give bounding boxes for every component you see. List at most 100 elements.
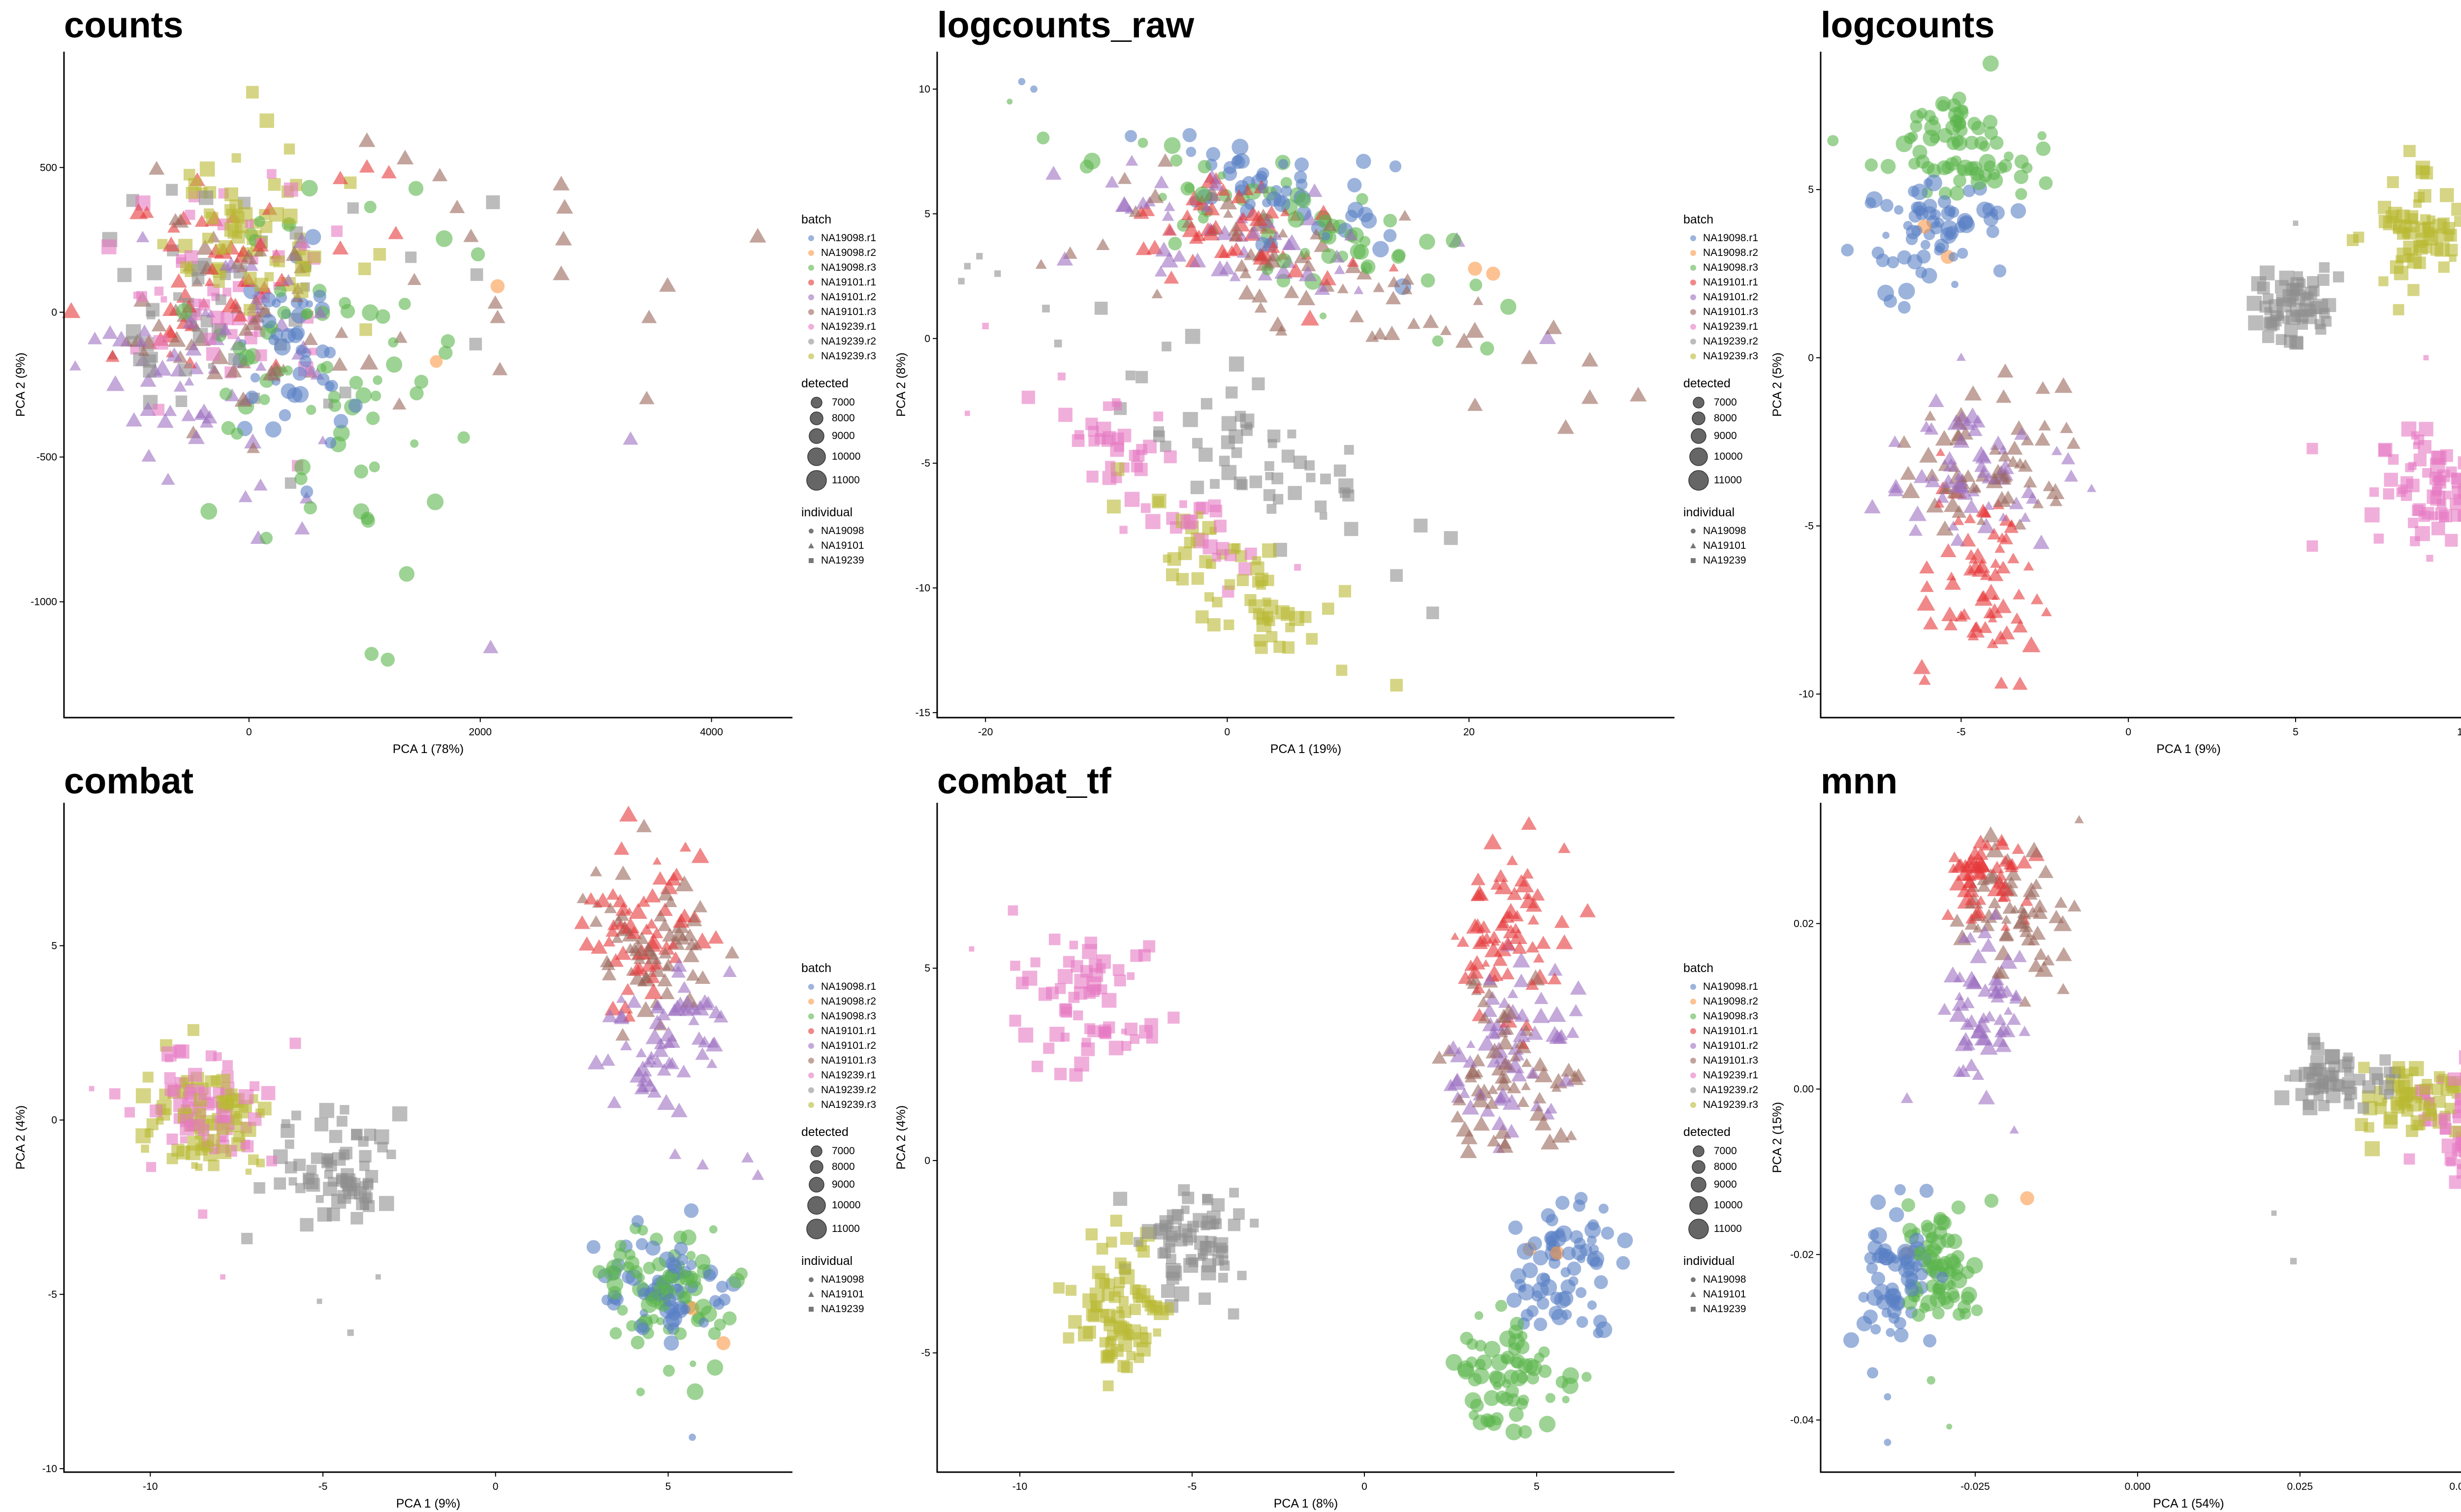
data-point [1519,892,1538,909]
legend-item-batch: NA19239.r3 [1683,349,1758,364]
data-point [252,237,269,252]
data-point [1257,167,1269,180]
data-point [1264,461,1274,471]
data-point [1508,1342,1521,1355]
data-point [1468,261,1483,276]
legend-label: 11000 [1714,474,1742,486]
data-point [438,346,453,360]
data-point [2262,331,2274,344]
data-point [170,273,187,288]
data-point [1384,325,1400,340]
data-point [1356,154,1371,169]
data-point [1200,202,1212,212]
data-point [1359,236,1371,247]
data-point [707,1037,720,1048]
data-point [1923,616,1938,630]
data-point [1096,238,1110,250]
data-point [300,1218,314,1232]
data-point [188,1068,202,1082]
data-point [325,1160,337,1171]
data-point [1466,1356,1478,1368]
legend-label: NA19101.r2 [1703,291,1759,303]
data-point [602,936,616,947]
data-point [2430,458,2445,473]
data-point [718,1293,731,1306]
data-point [1181,209,1194,220]
data-point [1164,137,1181,154]
data-point [1616,1256,1630,1270]
legend-item-individual: NA19101 [1683,1287,1758,1302]
data-point [1281,185,1293,197]
data-point [676,1254,689,1266]
data-point [135,336,148,347]
data-point [311,1152,323,1164]
data-point [635,1273,645,1282]
data-point [1419,233,1435,250]
data-point [1103,1380,1114,1391]
data-point [663,1314,680,1331]
data-point [204,332,217,345]
data-point [1547,963,1563,976]
data-point [706,1058,718,1068]
legend-label: NA19239.r2 [821,336,877,347]
data-point [294,472,308,485]
legend-individual: individual NA19098 NA19101 NA19239 [1683,505,1758,568]
data-point [1347,256,1359,267]
data-point [106,375,125,391]
legend-label: NA19098.r3 [1703,262,1759,273]
data-point [1977,880,1991,892]
legend-label: 10000 [832,451,861,462]
data-point [1455,332,1473,348]
legend-detected: detected 7000 8000 9000 10000 11000 [801,1125,876,1241]
data-point [1923,1334,1937,1348]
data-point [644,888,661,903]
data-point [208,1160,220,1171]
data-point [2413,442,2420,449]
data-point [1251,288,1268,303]
data-point [410,439,419,448]
data-point [1074,974,1090,989]
data-point [1440,325,1452,335]
data-point [1993,1013,2007,1025]
data-point [1174,1286,1190,1302]
legend-label: 8000 [1714,1161,1737,1172]
data-point [284,143,295,155]
data-point [1431,1050,1447,1064]
data-point [667,1003,682,1016]
data-point [708,930,724,944]
data-point [2004,876,2019,888]
data-point [112,331,130,346]
data-point [1996,459,2015,474]
data-point [1827,135,1839,147]
data-point [678,995,696,1010]
data-point [1963,407,1982,424]
data-point [358,132,376,147]
data-point [1188,1257,1199,1267]
data-point [2418,240,2427,248]
data-point [490,279,505,293]
data-point [2014,155,2029,169]
data-point [1185,329,1200,344]
data-point [1947,520,1959,531]
data-point [1252,556,1262,566]
data-point [2009,992,2023,1004]
legend-item-individual: NA19239 [801,553,876,568]
data-point [1957,248,1968,259]
data-point [2043,480,2055,491]
data-point [1960,533,1976,547]
size-circle-icon [1683,1195,1714,1216]
data-point [1538,1346,1550,1358]
data-point [185,341,202,356]
data-point [2383,216,2398,230]
data-point [1458,1088,1471,1098]
triangle-shape-icon [1683,1291,1703,1298]
data-point [591,939,608,954]
data-point [2384,472,2398,487]
data-point [1933,1212,1947,1226]
data-point [1300,310,1320,326]
data-point [1471,889,1485,901]
data-point [674,1327,687,1340]
data-point [2440,1123,2452,1135]
data-point [157,239,168,250]
data-point [1884,1439,1892,1446]
